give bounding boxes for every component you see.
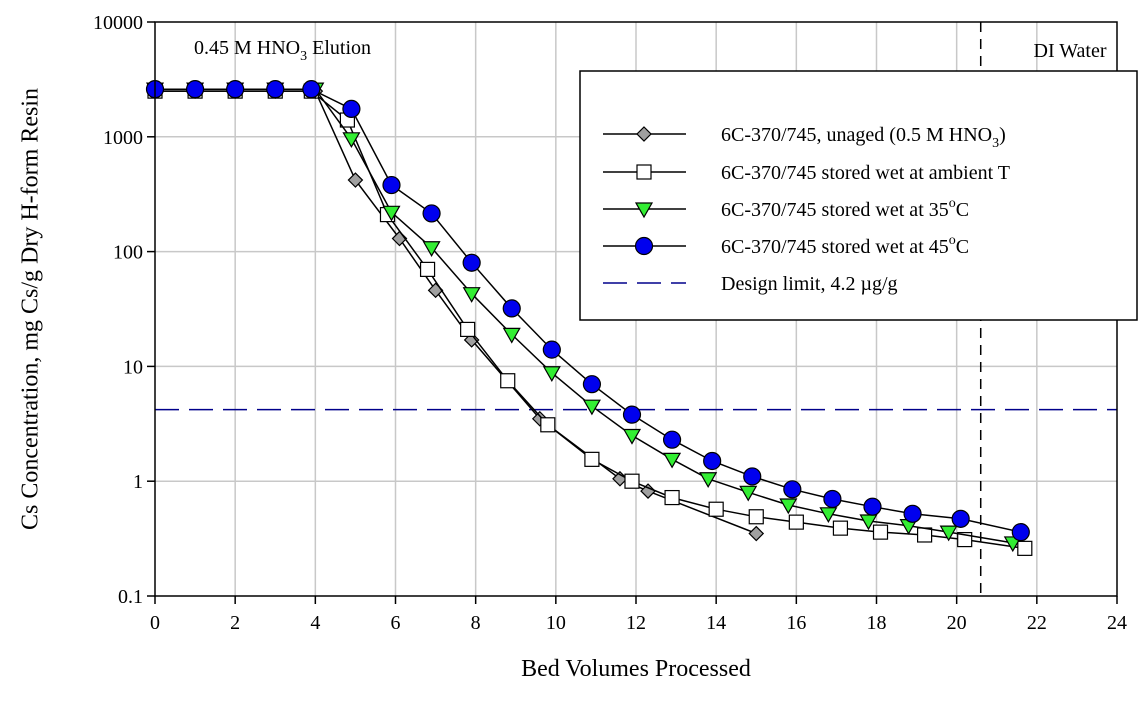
x-tick-label: 10	[546, 612, 566, 634]
x-axis-title: Bed Volumes Processed	[521, 656, 751, 682]
data-point-square	[916, 527, 933, 543]
x-tick-label: 2	[230, 612, 240, 634]
data-point-triangle	[779, 498, 798, 515]
data-point-square	[460, 321, 476, 338]
data-point-square	[664, 489, 680, 506]
data-point-diamond	[640, 483, 656, 499]
y-tick-label: 1	[133, 471, 143, 493]
data-point-triangle	[382, 205, 401, 222]
data-point-circle	[634, 236, 654, 256]
data-point-triangle	[859, 514, 878, 531]
x-tick-label: 8	[471, 612, 481, 634]
data-point-circle	[863, 497, 882, 516]
data-point-circle	[582, 375, 602, 394]
legend-entry-label: Design limit, 4.2 µg/g	[721, 273, 898, 295]
data-point-circle	[462, 253, 481, 272]
data-point-triangle	[622, 428, 642, 445]
data-point-circle	[951, 509, 970, 528]
x-tick-label: 20	[947, 612, 967, 634]
data-point-square	[832, 520, 849, 536]
data-point-circle	[342, 99, 361, 118]
x-tick-label: 18	[867, 612, 887, 634]
data-point-square	[500, 373, 516, 389]
data-point-circle	[703, 451, 722, 471]
legend-box	[579, 70, 1138, 321]
data-point-triangle	[462, 287, 481, 303]
legend-entry-label: 6C-370/745, unaged (0.5 M HNO3)	[721, 124, 1006, 151]
data-point-triangle	[542, 366, 561, 382]
data-point-circle	[266, 80, 285, 99]
data-point-circle	[542, 340, 561, 359]
y-tick-label: 10	[123, 356, 143, 378]
y-tick-label: 0.1	[118, 586, 143, 608]
x-tick-label: 14	[706, 612, 726, 634]
x-tick-label: 24	[1107, 612, 1127, 634]
data-point-triangle	[739, 485, 758, 502]
x-tick-label: 6	[391, 612, 401, 634]
data-point-circle	[185, 80, 205, 99]
data-point-square	[419, 261, 436, 277]
data-point-square	[748, 509, 764, 525]
y-axis-title: Cs Concentration, mg Cs/g Dry H-form Res…	[18, 88, 44, 530]
data-point-triangle	[422, 241, 441, 257]
rinse-label-line1: DI Water	[1034, 40, 1107, 62]
series-4	[145, 80, 1030, 542]
y-tick-label: 10000	[93, 12, 143, 34]
data-point-diamond	[347, 172, 364, 188]
legend-entry-label: 6C-370/745 stored wet at 35oC	[721, 196, 969, 221]
x-tick-label: 4	[310, 612, 320, 634]
data-point-circle	[662, 430, 682, 449]
data-point-circle	[743, 467, 762, 486]
series-line	[155, 90, 1025, 550]
data-point-triangle	[819, 507, 838, 524]
series-line	[155, 88, 1021, 533]
legend: 6C-370/745, unaged (0.5 M HNO3) 6C-370/74…	[579, 70, 1138, 321]
data-point-circle	[903, 504, 922, 523]
data-point-square	[872, 524, 889, 540]
data-point-square	[788, 514, 804, 530]
x-tick-label: 0	[150, 612, 160, 634]
elution-label: 0.45 M HNO3 Elution	[194, 37, 371, 64]
data-point-square	[540, 417, 556, 433]
x-tick-label: 22	[1027, 612, 1047, 634]
data-point-square	[636, 164, 652, 180]
x-tick-label: 16	[786, 612, 806, 634]
legend-entry-label: 6C-370/745 stored wet at ambient T	[721, 162, 1010, 184]
data-point-triangle	[502, 327, 521, 344]
data-point-circle	[1011, 523, 1030, 542]
data-point-diamond	[427, 282, 444, 299]
data-point-triangle	[582, 399, 601, 416]
data-point-triangle	[1003, 536, 1022, 553]
y-tick-label: 1000	[103, 127, 143, 149]
data-point-circle	[823, 489, 842, 509]
data-point-circle	[382, 175, 401, 195]
data-point-triangle	[663, 452, 682, 469]
data-point-circle	[622, 405, 642, 424]
data-point-triangle	[634, 202, 654, 219]
data-point-circle	[302, 80, 321, 99]
data-point-square	[708, 501, 724, 517]
data-point-circle	[502, 299, 521, 318]
data-point-square	[624, 473, 640, 489]
data-point-triangle	[939, 525, 958, 542]
data-point-circle	[422, 204, 441, 223]
data-point-square	[1017, 540, 1033, 556]
data-point-triangle	[699, 472, 718, 488]
data-point-circle	[226, 80, 245, 99]
data-point-diamond	[748, 525, 765, 542]
data-point-triangle	[342, 132, 361, 149]
data-point-square	[584, 451, 600, 467]
y-tick-label: 100	[113, 242, 143, 264]
x-tick-label: 12	[626, 612, 646, 634]
legend-entry-label: 6C-370/745 stored wet at 45oC	[721, 233, 969, 258]
data-point-circle	[783, 480, 802, 499]
data-point-diamond	[636, 126, 652, 142]
